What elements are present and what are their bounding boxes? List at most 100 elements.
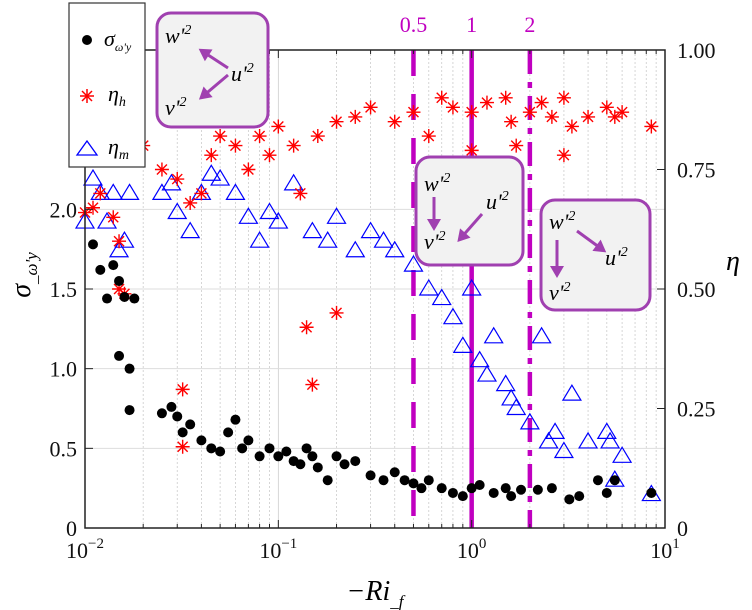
inset-label-u: u'2	[231, 61, 254, 86]
eta-h-point	[387, 114, 402, 129]
sigma-point	[114, 350, 125, 361]
reference-lines: 0.5 1 2	[400, 12, 535, 528]
eta-m-point	[612, 446, 633, 463]
x-tick-exponent: −1	[281, 536, 297, 552]
x-tick-label: 10−2	[66, 536, 104, 563]
legend-symbol-eta-m: η	[108, 134, 119, 159]
eta-h-point	[363, 100, 378, 115]
sigma-point	[172, 411, 183, 422]
eta-h-point	[522, 105, 537, 120]
eta-h-point	[421, 129, 436, 144]
inset-label-u: u'2	[486, 189, 509, 214]
sigma-point	[307, 451, 318, 462]
y-tick-label-right: 0.25	[677, 397, 716, 422]
x-tick-exponent: 0	[479, 536, 487, 552]
sigma-point	[365, 470, 376, 481]
sigma-point	[237, 443, 248, 454]
eta-m-point	[283, 173, 304, 191]
eta-h-point	[175, 382, 190, 397]
eta-h-point	[228, 138, 243, 153]
sigma-point	[177, 427, 188, 438]
eta-h-point	[241, 162, 256, 177]
eta-m-point	[483, 326, 504, 344]
sigma-point	[108, 260, 119, 271]
sigma-point	[609, 475, 620, 486]
eta-m-point	[476, 364, 498, 382]
eta-h-point	[498, 90, 513, 105]
eta-m-point	[225, 183, 246, 200]
y-tick-label-left: 0	[66, 516, 77, 541]
data-marks	[74, 90, 662, 505]
eta-h-point	[194, 186, 209, 201]
sigma-point	[206, 443, 217, 454]
eta-m-point	[384, 240, 405, 258]
eta-h-point	[544, 109, 559, 124]
eta-h-point	[615, 105, 630, 120]
sigma-point	[156, 408, 167, 419]
arrowhead-icon	[457, 228, 471, 243]
eta-m-point	[210, 168, 231, 186]
sigma-point	[457, 491, 468, 502]
eta-h-point	[464, 143, 479, 158]
inset-label-w: w'2	[424, 171, 450, 196]
inset-box	[414, 155, 525, 267]
eta-h-point	[86, 200, 101, 215]
sigma-point	[273, 451, 284, 462]
eta-h-point	[599, 100, 614, 115]
eta-m-point	[578, 431, 599, 449]
y-tick-label-left: 0.5	[50, 436, 78, 461]
y-tick-label-left: 2.0	[50, 197, 78, 222]
legend-marker-sigma	[82, 35, 92, 45]
y-tick-label-right: 0	[677, 516, 688, 541]
reference-line-label: 1	[466, 12, 477, 37]
arrowhead-icon	[592, 239, 607, 253]
sigma-point	[447, 487, 458, 498]
arrowhead-icon	[427, 219, 441, 231]
sigma-point	[350, 456, 361, 467]
eta-h-point	[406, 105, 421, 120]
sigma-point	[230, 414, 241, 425]
sigma-point	[516, 484, 527, 495]
inset-label-w: w'2	[549, 209, 575, 234]
eta-m-point	[418, 278, 439, 296]
eta-h-point	[534, 95, 549, 110]
eta-m-point	[345, 240, 366, 258]
eta-h-point	[348, 109, 363, 124]
eta-h-point	[445, 100, 460, 115]
eta-m-point	[442, 307, 463, 325]
sigma-point	[254, 451, 265, 462]
x-tick-base: 10	[66, 538, 88, 563]
eta-m-point	[161, 173, 182, 191]
y-tick-label-right: 0.50	[677, 277, 716, 302]
y-tick-label-left: 1.5	[50, 277, 78, 302]
sigma-point	[312, 462, 323, 473]
inset-3: w'2 u'2 v'2	[539, 198, 652, 312]
y-tick-label-right: 0.75	[677, 158, 716, 183]
sigma-point	[215, 446, 226, 457]
eta-m-point	[461, 278, 482, 296]
reference-line-label: 2	[524, 12, 535, 37]
sigma-point	[416, 483, 427, 494]
eta-h-point	[154, 162, 169, 177]
eta-m-point	[96, 211, 118, 229]
eta-m-point	[469, 350, 490, 368]
sigma-point	[474, 479, 485, 490]
legend-symbol-eta-h: η	[108, 81, 119, 106]
eta-h-point	[434, 90, 449, 105]
eta-m-point	[431, 288, 452, 306]
y-axis-label-left: σ_ω'y	[6, 252, 41, 298]
eta-h-point	[305, 377, 320, 392]
y-tick-label-right: 1.00	[677, 38, 716, 63]
sigma-point	[339, 459, 350, 470]
sigma-point	[506, 491, 517, 502]
inset-label-w: w'2	[165, 23, 191, 48]
sigma-point	[423, 475, 434, 486]
eta-h-point	[183, 195, 198, 210]
reference-line-label: 0.5	[400, 12, 428, 37]
arrowhead-icon	[198, 86, 213, 100]
insets: w'2 u'2 v'2 w'2 u'2 v'2 w'2 u'2 v'2	[155, 11, 652, 312]
eta-h-point	[271, 119, 286, 134]
legend-marker-eta-m	[75, 139, 99, 156]
eta-m-point	[495, 374, 516, 392]
sigma-point	[124, 363, 135, 374]
